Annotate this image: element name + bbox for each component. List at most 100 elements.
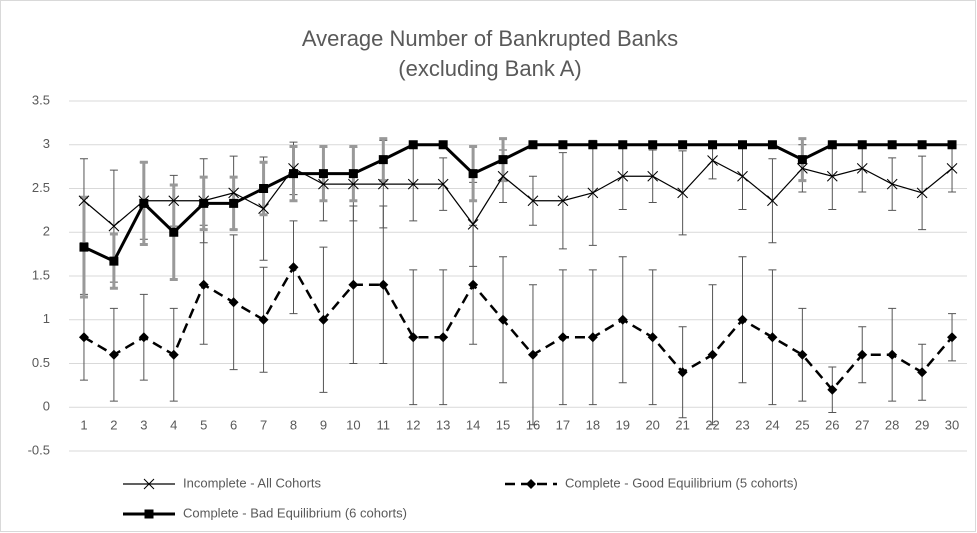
y-tick-label: 2 (43, 224, 50, 239)
marker (437, 178, 449, 190)
marker (767, 332, 778, 343)
marker (318, 314, 329, 325)
series-line (83, 264, 953, 392)
marker (408, 140, 418, 150)
marker (258, 314, 269, 325)
marker (108, 349, 119, 360)
y-tick-label: 1 (43, 311, 50, 326)
marker (348, 178, 359, 190)
marker (198, 279, 209, 290)
marker (856, 163, 868, 174)
x-tick-label: 6 (230, 417, 237, 432)
legend-label: Complete - Bad Equilibrium (6 cohorts) (183, 505, 407, 520)
marker (139, 198, 149, 208)
marker (228, 297, 239, 308)
marker (647, 332, 658, 343)
marker (407, 178, 419, 190)
marker (228, 187, 239, 199)
chart-title: Average Number of Bankrupted Banks (302, 26, 678, 51)
series-line (83, 159, 953, 227)
marker (348, 169, 358, 179)
marker (408, 332, 419, 343)
y-tick-label: 1.5 (32, 267, 50, 282)
marker (797, 155, 807, 165)
marker (707, 155, 718, 166)
x-tick-label: 7 (260, 417, 267, 432)
marker (797, 349, 808, 360)
marker (677, 187, 688, 199)
marker (138, 332, 149, 343)
marker (827, 384, 838, 395)
marker (917, 140, 927, 150)
marker (707, 349, 718, 360)
marker (438, 140, 448, 150)
marker (377, 178, 389, 190)
marker (558, 140, 568, 150)
marker (79, 242, 89, 252)
x-tick-label: 14 (466, 417, 480, 432)
y-tick-label: 0 (43, 399, 50, 414)
marker (498, 155, 508, 165)
marker (259, 184, 269, 193)
marker (468, 279, 479, 290)
marker (587, 332, 598, 343)
marker (857, 140, 867, 150)
marker (917, 367, 928, 378)
marker (498, 314, 509, 325)
marker (528, 140, 538, 150)
marker (527, 349, 538, 360)
marker (617, 314, 628, 325)
marker (467, 219, 479, 230)
marker (468, 169, 478, 179)
x-tick-label: 10 (346, 417, 360, 432)
marker (168, 349, 179, 360)
x-tick-label: 4 (170, 417, 177, 432)
marker (946, 163, 958, 174)
marker (827, 140, 837, 150)
legend-label: Complete - Good Equilibrium (5 cohorts) (565, 475, 798, 490)
marker (109, 256, 119, 266)
x-tick-label: 21 (675, 417, 689, 432)
marker (378, 155, 388, 165)
x-tick-label: 23 (735, 417, 749, 432)
x-tick-label: 3 (140, 417, 147, 432)
x-tick-label: 9 (320, 417, 327, 432)
marker (826, 170, 838, 182)
marker (947, 332, 958, 343)
marker (78, 195, 90, 207)
marker (647, 170, 659, 182)
marker (108, 220, 120, 232)
series-line (83, 143, 953, 264)
marker (737, 170, 748, 182)
x-tick-label: 17 (556, 417, 570, 432)
y-tick-label: 0.5 (32, 355, 50, 370)
marker (947, 140, 957, 150)
marker (887, 140, 897, 150)
marker (78, 332, 89, 343)
marker (527, 195, 539, 207)
marker (737, 314, 748, 325)
marker (318, 178, 329, 190)
x-tick-label: 2 (110, 417, 117, 432)
marker (169, 227, 179, 237)
marker (617, 170, 629, 182)
marker (886, 178, 898, 190)
marker (587, 187, 599, 199)
x-tick-label: 13 (436, 417, 450, 432)
marker (857, 349, 868, 360)
marker (677, 367, 688, 378)
marker (767, 195, 778, 207)
marker (618, 140, 628, 150)
marker (378, 279, 389, 290)
y-tick-label: -0.5 (28, 442, 50, 457)
marker (557, 332, 568, 343)
marker (887, 349, 898, 360)
marker (258, 203, 269, 214)
marker (738, 140, 747, 150)
x-tick-label: 29 (915, 417, 929, 432)
x-tick-label: 28 (885, 417, 899, 432)
x-tick-label: 20 (645, 417, 659, 432)
